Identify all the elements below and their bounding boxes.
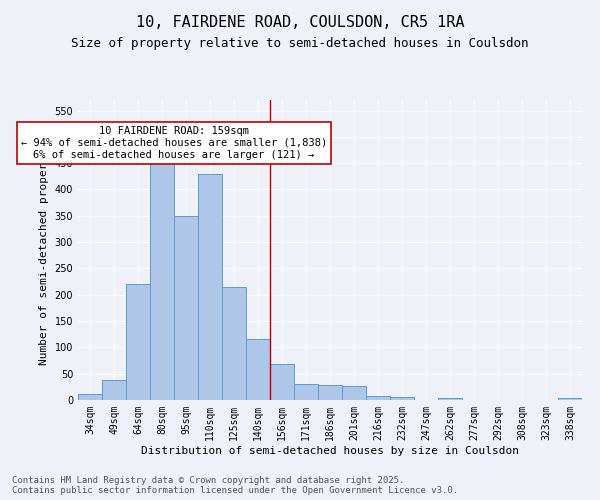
Bar <box>294 384 318 400</box>
Bar <box>102 380 126 400</box>
X-axis label: Distribution of semi-detached houses by size in Coulsdon: Distribution of semi-detached houses by … <box>141 446 519 456</box>
Bar <box>78 394 102 400</box>
Text: Contains HM Land Registry data © Crown copyright and database right 2025.
Contai: Contains HM Land Registry data © Crown c… <box>12 476 458 495</box>
Bar <box>222 287 246 400</box>
Y-axis label: Number of semi-detached properties: Number of semi-detached properties <box>39 135 49 365</box>
Bar <box>174 216 198 400</box>
Bar <box>198 174 222 400</box>
Text: Size of property relative to semi-detached houses in Coulsdon: Size of property relative to semi-detach… <box>71 38 529 51</box>
Text: 10, FAIRDENE ROAD, COULSDON, CR5 1RA: 10, FAIRDENE ROAD, COULSDON, CR5 1RA <box>136 15 464 30</box>
Bar <box>126 284 150 400</box>
Bar <box>318 386 342 400</box>
Bar <box>390 398 414 400</box>
Text: 10 FAIRDENE ROAD: 159sqm
← 94% of semi-detached houses are smaller (1,838)
6% of: 10 FAIRDENE ROAD: 159sqm ← 94% of semi-d… <box>21 126 327 160</box>
Bar <box>558 398 582 400</box>
Bar <box>438 398 462 400</box>
Bar <box>366 396 390 400</box>
Bar <box>246 340 270 400</box>
Bar <box>150 162 174 400</box>
Bar <box>342 386 366 400</box>
Bar <box>270 364 294 400</box>
